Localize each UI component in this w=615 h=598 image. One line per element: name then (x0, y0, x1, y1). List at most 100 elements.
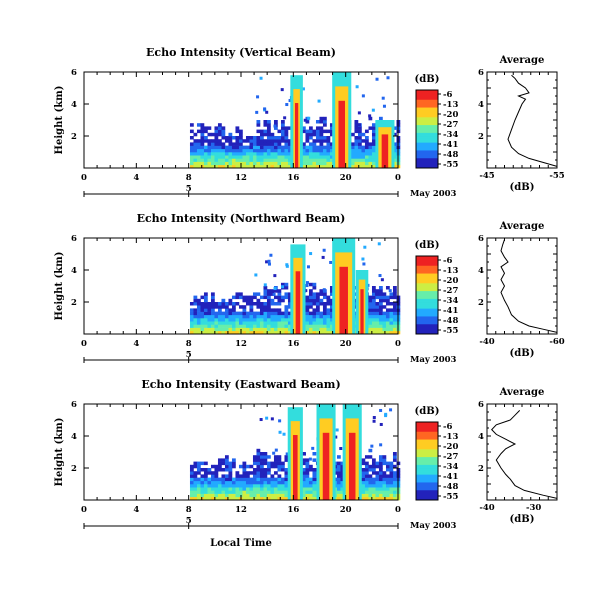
echo-cell (266, 136, 271, 140)
echo-cell (235, 493, 240, 498)
echo-cell (266, 455, 271, 459)
echo-cell (252, 145, 257, 150)
echo-cell (210, 480, 215, 485)
colorbar-segment (416, 461, 438, 464)
echo-cell (231, 490, 236, 494)
echo-cell (249, 324, 254, 328)
echo-cell (256, 461, 261, 466)
echo-cell (238, 318, 243, 322)
echo-cell (329, 164, 334, 169)
echo-cell (217, 464, 222, 469)
echo-cell (368, 126, 373, 130)
echo-cell (368, 148, 373, 153)
colorbar-segment (416, 308, 438, 312)
echo-cell (340, 496, 345, 501)
echo-cell (305, 474, 310, 478)
colorbar-segment (416, 482, 438, 485)
echo-cell (319, 298, 324, 303)
echo-cell (322, 164, 327, 169)
echo-cell (189, 474, 194, 478)
y-tick-label: 6 (71, 400, 77, 410)
echo-cell (203, 490, 208, 494)
echo-cell (371, 464, 376, 469)
convective-core (293, 435, 298, 500)
echo-cell (203, 298, 208, 303)
echo-cell (193, 471, 198, 475)
echo-cell (193, 161, 198, 166)
colorbar-segment (416, 439, 438, 442)
echo-cell (221, 490, 226, 494)
echo-cell (277, 164, 282, 169)
echo-cell (364, 152, 369, 156)
echo-cell (284, 311, 289, 316)
echo-cell (322, 295, 327, 300)
echo-cell (259, 477, 264, 482)
echo-cell (329, 318, 334, 322)
echo-cell (305, 305, 310, 309)
echo-cell (378, 496, 383, 501)
echo-cell (392, 295, 397, 300)
echo-cell (326, 161, 331, 166)
colorbar-tick-label: -6 (443, 90, 453, 100)
echo-cell (259, 136, 264, 140)
echo-cell (368, 155, 373, 159)
colorbar-segment (416, 314, 438, 317)
echo-cell (315, 155, 320, 159)
echo-cell (203, 493, 208, 498)
echo-cell (312, 330, 317, 335)
echo-cell (280, 145, 285, 150)
echo-cell (231, 464, 236, 469)
echo-cell (252, 161, 257, 166)
echo-cell (217, 493, 222, 498)
echo-cell (368, 142, 373, 146)
echo-cell (340, 493, 345, 498)
echo-cell (308, 318, 313, 322)
echo-cell (228, 484, 233, 488)
echo-cell (217, 321, 222, 325)
echo-cell (207, 305, 212, 309)
colorbar-segment (416, 148, 438, 151)
echo-cell (378, 314, 383, 319)
echo-cell (385, 493, 390, 498)
echo-cell (389, 318, 394, 322)
echo-cell (389, 484, 394, 488)
echo-cell (224, 302, 229, 306)
echo-cell (361, 480, 366, 485)
colorbar-segment (416, 478, 438, 481)
echo-cell (329, 129, 334, 134)
echo-cell (189, 158, 194, 162)
echo-cell (189, 321, 194, 325)
echo-cell (256, 305, 261, 309)
echo-cell (392, 286, 397, 290)
echo-cell (217, 161, 222, 166)
echo-cell (224, 464, 229, 469)
echo-cell (301, 490, 306, 494)
echo-cell (301, 145, 306, 150)
echo-cell (371, 132, 376, 137)
echo-cell (210, 311, 215, 316)
echo-cell (364, 155, 369, 159)
echo-cell (263, 321, 268, 325)
echo-cell (364, 148, 369, 153)
echo-cell (280, 132, 285, 137)
echo-cell (266, 318, 271, 322)
echo-cell (270, 484, 275, 488)
echo-cell (336, 480, 341, 485)
convective-core (294, 103, 299, 168)
echo-cell (228, 321, 233, 325)
echo-cell (277, 318, 282, 322)
echo-cell (284, 318, 289, 322)
echo-cell (322, 123, 327, 127)
x-tick-label: 8 (186, 173, 192, 183)
echo-cell (210, 493, 215, 498)
average-title: Average (499, 55, 545, 66)
echo-cell (263, 477, 268, 482)
echo-cell (217, 330, 222, 335)
echo-cell (375, 480, 380, 485)
echo-cell (249, 161, 254, 166)
echo-cell (263, 308, 268, 312)
echo-cell (221, 164, 226, 169)
echo-cell (207, 484, 212, 488)
echo-cell (326, 139, 331, 143)
echo-cell (196, 155, 201, 159)
